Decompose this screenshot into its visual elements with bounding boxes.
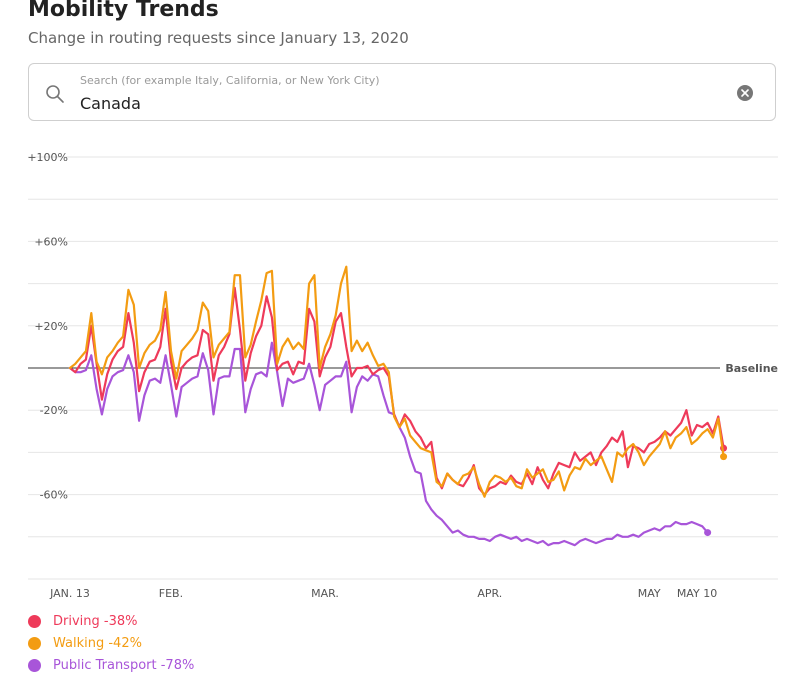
search-box[interactable]: Search (for example Italy, California, o… — [28, 63, 776, 121]
series-endpoint-walking — [720, 453, 728, 461]
search-placeholder: Search (for example Italy, California, o… — [80, 74, 380, 87]
series-endpoint-transit — [704, 529, 712, 537]
legend-label-walking: Walking -42% — [53, 636, 142, 651]
legend-label-transit: Public Transport -78% — [53, 658, 195, 673]
series-line-walking — [68, 265, 725, 498]
x-tick-label: JAN. 13 — [49, 587, 90, 600]
y-tick-label: +20% — [34, 320, 68, 333]
baseline-label: Baseline — [725, 362, 778, 375]
y-tick-label: +100% — [27, 151, 68, 164]
y-tick-label: -20% — [40, 404, 68, 417]
page-title: Mobility Trends — [28, 0, 219, 22]
x-tick-label: MAY 10 — [677, 587, 717, 600]
x-tick-label: FEB. — [159, 587, 183, 600]
x-tick-label: MAY — [638, 587, 661, 600]
legend-dot-walking — [28, 637, 41, 650]
x-tick-label: APR. — [477, 587, 502, 600]
clear-icon[interactable] — [736, 84, 754, 102]
search-input[interactable]: Canada — [80, 94, 141, 113]
legend-dot-driving — [28, 615, 41, 628]
legend-dot-transit — [28, 659, 41, 672]
y-tick-label: -60% — [40, 489, 68, 502]
mobility-chart: +100% +60% +20% -20% -60% Baseline JAN. 13 FEB.… — [27, 151, 778, 600]
y-tick-label: +60% — [34, 235, 68, 248]
page-subtitle: Change in routing requests since January… — [28, 29, 409, 47]
search-icon — [46, 85, 64, 103]
x-tick-label: MAR. — [311, 587, 339, 600]
series-line-transit — [68, 341, 709, 547]
legend-label-driving: Driving -38% — [53, 614, 138, 629]
